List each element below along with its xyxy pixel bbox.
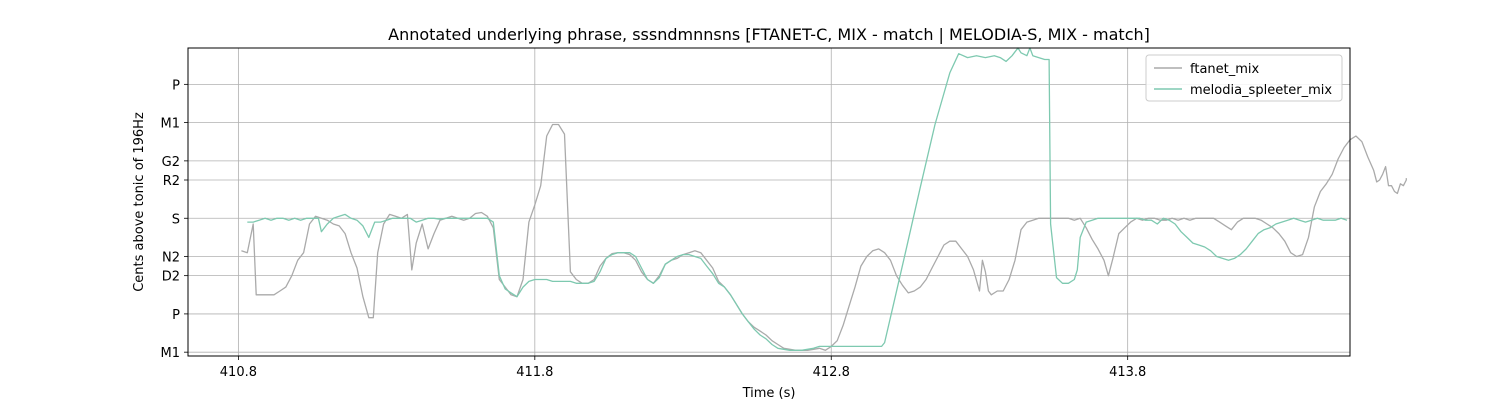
x-tick-label: 410.8 [220,365,257,380]
x-axis-label: Time (s) [742,386,796,400]
legend-entry: melodia_spleeter_mix [1190,83,1332,98]
y-tick-label: R2 [163,174,180,189]
legend: ftanet_mix melodia_spleeter_mix [1145,54,1343,102]
x-tick-label: 411.8 [516,365,553,380]
legend-box [1145,54,1343,102]
grid [188,48,1350,356]
y-tick-label: P [172,78,180,93]
y-tick-label: P [172,308,180,323]
y-tick-label: M1 [161,117,181,132]
y-tick-label: S [172,212,180,227]
plot-frame [187,47,1351,357]
ticks: 410.8 411.8 412.8 413.8 P M1 G2 R2 S N2 D2 P M1 [161,78,1147,380]
y-axis-label: Cents above tonic of 196Hz [132,112,147,292]
y-tick-label: M1 [161,346,181,361]
series-line-melodia-spleeter-mix [247,47,1348,351]
y-tick-label: N2 [162,251,180,266]
x-tick-label: 412.8 [813,365,850,380]
legend-entry: ftanet_mix [1190,62,1260,77]
series-layer [241,47,1407,351]
chart-title: Annotated underlying phrase, sssndmnnsns… [388,25,1150,44]
series-line-ftanet-mix [241,123,1407,351]
y-tick-label: G2 [162,155,180,170]
x-tick-label: 413.8 [1109,365,1146,380]
y-tick-label: D2 [162,270,180,285]
